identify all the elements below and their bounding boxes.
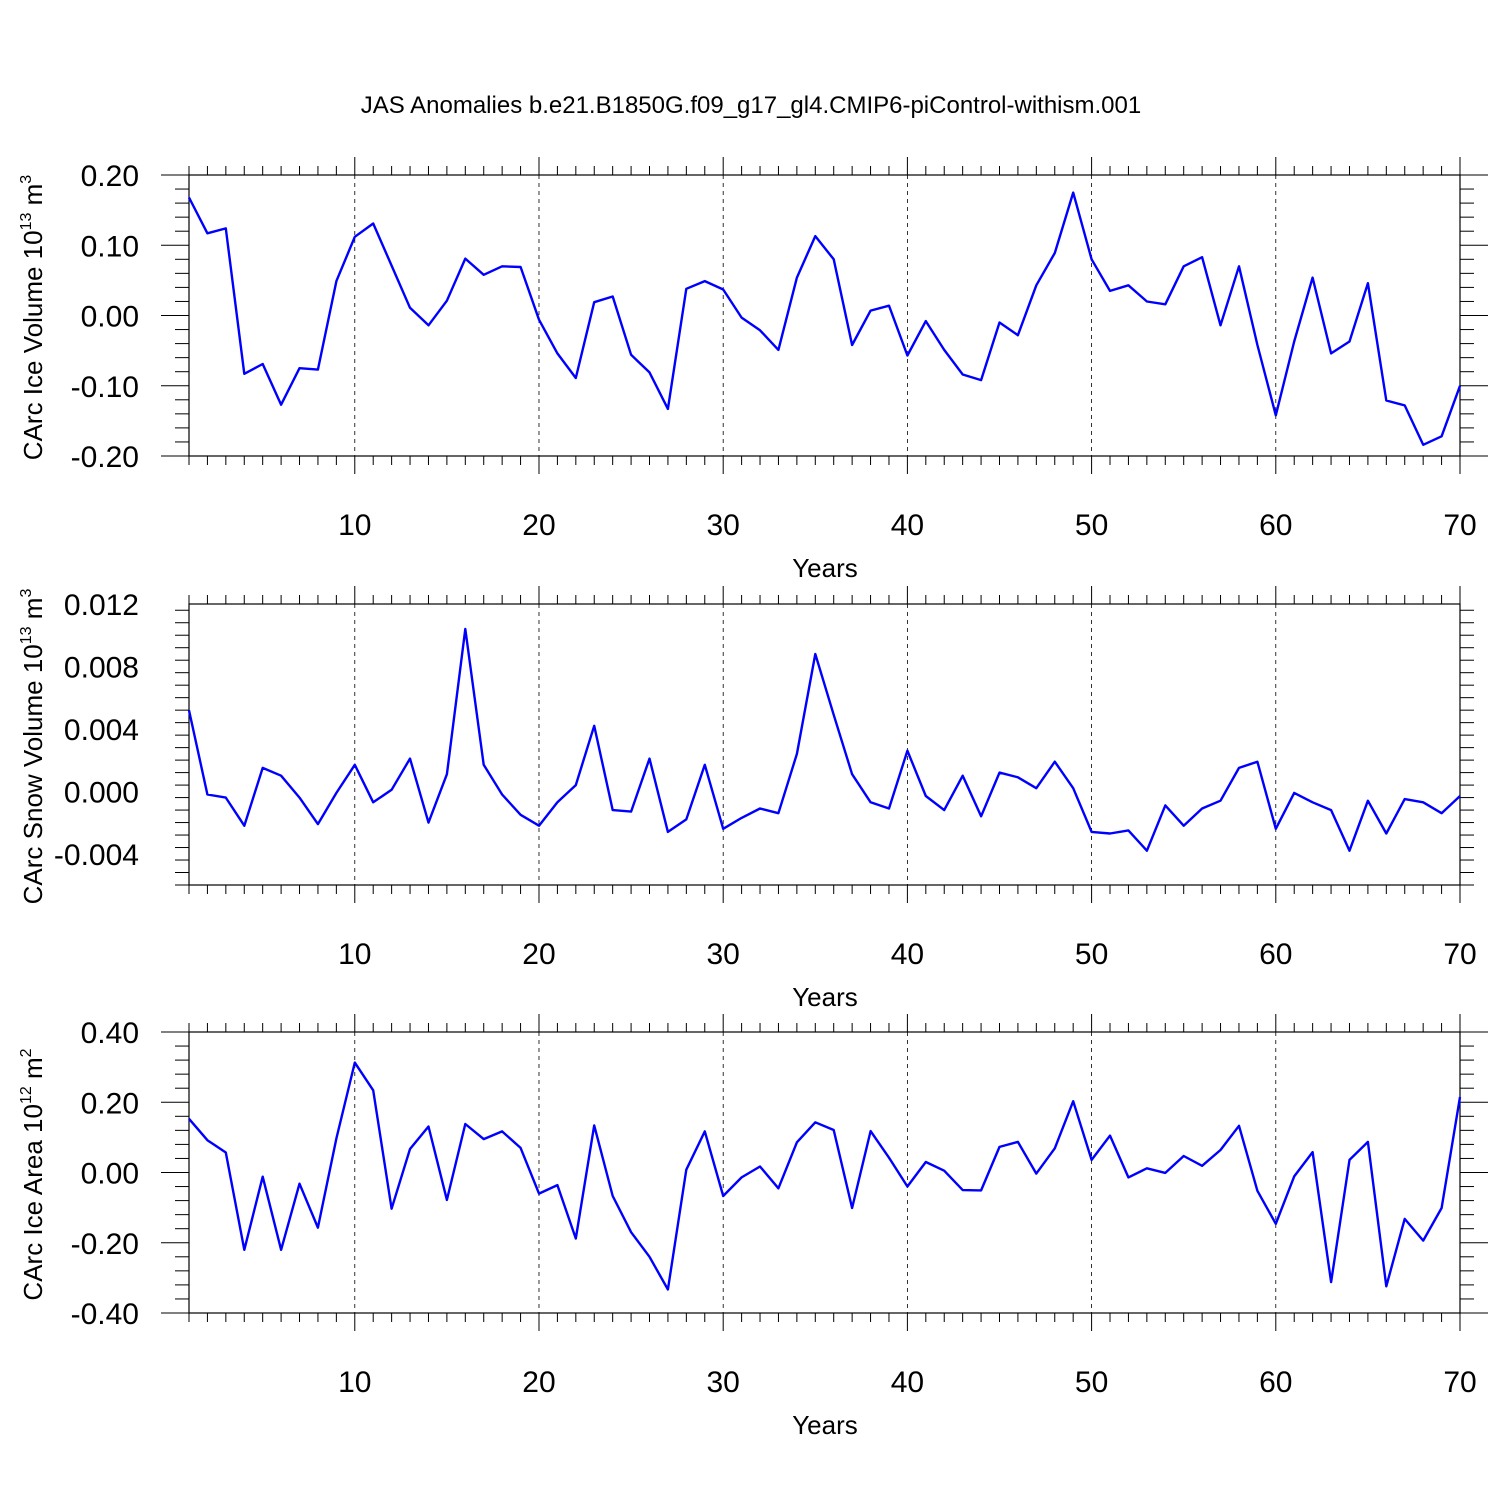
y-tick-label: 0.012: [64, 589, 139, 622]
series-line: [187, 627, 1461, 852]
y-label-text: CArc Snow Volume 10: [18, 644, 48, 904]
y-axis-label: CArc Ice Area 1012 m2: [18, 1048, 48, 1300]
x-tick-label: 30: [707, 509, 740, 542]
chart-title: JAS Anomalies b.e21.B1850G.f09_g17_gl4.C…: [361, 92, 1141, 119]
x-tick-label: 70: [1443, 938, 1476, 971]
y-tick-label: 0.00: [81, 1158, 139, 1191]
y-axis-label: CArc Snow Volume 1013 m3: [18, 589, 48, 905]
chart-panel-1: 10 20 30 40 50 60 70 -0.20 -0.10 0.00 0.10 0.20 Year…: [18, 157, 1488, 583]
x-tick-label: 20: [522, 1366, 555, 1399]
x-tick-label: 30: [707, 938, 740, 971]
chart-panel-3: 10 20 30 40 50 60 70 -0.40 -0.20 0.00 0.20 0.40 Year…: [18, 1014, 1488, 1440]
x-tick-label: 50: [1075, 509, 1108, 542]
x-tick-label: 20: [522, 509, 555, 542]
x-tick-label: 40: [891, 938, 924, 971]
plot-frame: [188, 174, 1461, 457]
y-label-unit-exponent: 3: [18, 589, 35, 598]
x-tick-label: 40: [891, 509, 924, 542]
x-tick-label: 50: [1075, 1366, 1108, 1399]
y-tick-label: -0.004: [54, 839, 139, 872]
y-label-unit: m: [18, 598, 48, 627]
x-axis-label: Years: [792, 982, 858, 1012]
y-tick-label: -0.20: [71, 441, 139, 474]
y-tick-label: 0.000: [64, 776, 139, 809]
x-axis-label: Years: [792, 1410, 858, 1440]
y-axis-label: CArc Ice Volume 1013 m3: [18, 175, 48, 460]
series-line: [187, 191, 1462, 446]
x-tick-label: 40: [891, 1366, 924, 1399]
x-tick-label: 60: [1259, 509, 1292, 542]
x-tick-label: 30: [707, 1366, 740, 1399]
x-tick-label: 10: [338, 938, 371, 971]
x-tick-label: 60: [1259, 938, 1292, 971]
y-label-text: CArc Ice Volume 10: [18, 230, 48, 460]
y-label-exponent: 12: [18, 1086, 35, 1104]
y-label-unit-exponent: 3: [18, 175, 35, 184]
x-tick-label: 60: [1259, 1366, 1292, 1399]
series-line: [188, 1061, 1462, 1291]
y-tick-label: 0.10: [81, 230, 139, 263]
x-tick-label: 50: [1075, 938, 1108, 971]
y-tick-label: -0.10: [71, 371, 139, 404]
y-label-exponent: 13: [18, 626, 35, 644]
x-tick-label: 10: [338, 1366, 371, 1399]
plot-frame: [188, 1031, 1461, 1314]
y-tick-label: -0.40: [71, 1298, 139, 1331]
y-tick-label: 0.004: [64, 714, 139, 747]
y-tick-label: 0.20: [81, 1087, 139, 1120]
x-axis-label: Years: [792, 553, 858, 583]
x-tick-label: 70: [1443, 1366, 1476, 1399]
y-tick-label: 0.40: [81, 1017, 139, 1050]
plot-frame: [188, 603, 1461, 886]
y-label-exponent: 13: [18, 213, 35, 231]
y-tick-label: 0.00: [81, 301, 139, 334]
y-label-unit-exponent: 2: [18, 1048, 35, 1057]
y-tick-label: 0.20: [81, 160, 139, 193]
chart-panel-2: 10 20 30 40 50 60 70 -0.004 0.000 0.004 0.008 0.012…: [18, 586, 1477, 1012]
y-label-text: CArc Ice Area 10: [18, 1104, 48, 1301]
y-label-unit: m: [18, 184, 48, 213]
x-tick-label: 70: [1443, 509, 1476, 542]
y-tick-label: -0.20: [71, 1228, 139, 1261]
y-label-unit: m: [18, 1057, 48, 1086]
x-tick-label: 10: [338, 509, 371, 542]
y-tick-label: 0.008: [64, 651, 139, 684]
x-tick-label: 20: [522, 938, 555, 971]
